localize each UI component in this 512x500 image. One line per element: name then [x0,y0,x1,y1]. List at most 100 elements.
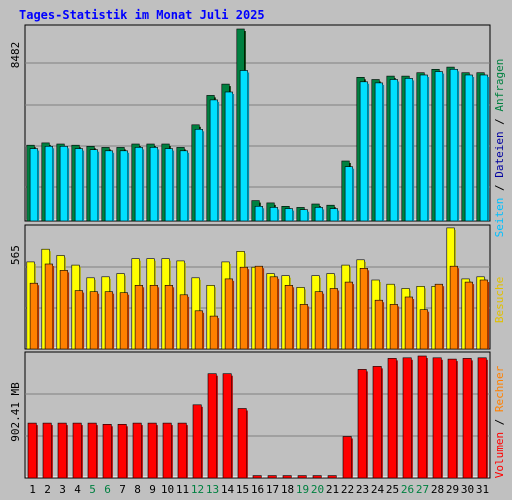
bar-shadow-rechner-day-1 [37,285,40,349]
bar-shadow-rechner-day-27 [427,311,430,349]
bar-shadow-dateien-day-24 [382,84,385,222]
x-tick-label: 6 [104,483,111,496]
bar-dateien-day-30 [464,74,473,222]
bar-shadow-rechner-day-9 [157,287,160,349]
legend-item-dateien: Dateien [493,131,506,177]
bar-shadow-dateien-day-16 [262,208,265,221]
bar-shadow-dateien-day-28 [442,73,445,221]
bar-shadow-volumen-day-3 [66,425,68,478]
bar-volumen-day-23 [357,369,367,479]
bar-shadow-dateien-day-8 [142,149,145,221]
bar-shadow-volumen-day-27 [426,358,428,478]
bar-shadow-rechner-day-14 [232,280,235,349]
bar-rechner-day-9 [149,284,158,350]
x-tick-label: 18 [281,483,294,496]
bar-shadow-volumen-day-8 [141,425,143,478]
x-tick-label: 16 [251,483,264,496]
bar-dateien-day-4 [74,148,83,222]
side-legends: Seiten / Dateien / Anfragen Besuche Volume… [493,59,506,479]
bar-dateien-day-20 [314,207,323,222]
bar-volumen-day-18 [282,475,292,479]
bar-dateien-day-31 [479,74,488,222]
bar-dateien-day-17 [269,207,278,222]
bar-shadow-volumen-day-2 [51,425,53,478]
bar-shadow-volumen-day-12 [201,406,203,478]
bar-shadow-volumen-day-30 [471,360,473,478]
bar-shadow-dateien-day-23 [367,83,370,221]
bar-dateien-day-10 [164,148,173,222]
bar-shadow-volumen-day-31 [486,359,488,478]
bar-volumen-day-4 [72,422,82,479]
bar-volumen-day-11 [177,422,187,479]
bar-rechner-day-19 [299,304,308,350]
x-tick-label: 24 [371,483,385,496]
bar-shadow-dateien-day-1 [37,150,40,221]
bar-dateien-day-11 [179,150,188,222]
bar-volumen-day-24 [372,366,382,479]
bar-shadow-rechner-day-18 [292,287,295,349]
x-tick-label: 29 [446,483,459,496]
bar-volumen-day-26 [402,357,412,479]
bar-rechner-day-31 [479,279,488,350]
bar-shadow-volumen-day-4 [81,425,83,478]
bar-rechner-day-20 [314,291,323,350]
bar-dateien-day-26 [404,78,413,222]
bar-shadow-rechner-day-29 [457,268,460,349]
x-tick-label: 23 [356,483,369,496]
bar-volumen-day-2 [42,422,52,479]
bar-shadow-dateien-day-27 [427,77,430,221]
bar-rechner-day-13 [209,315,218,350]
bar-dateien-day-22 [344,166,353,222]
bar-rechner-day-1 [29,282,38,350]
bar-dateien-day-24 [374,82,383,222]
bar-rechner-day-26 [404,296,413,350]
bar-volumen-day-21 [327,475,337,479]
bar-dateien-day-7 [119,150,128,222]
bar-shadow-rechner-day-19 [307,306,310,349]
x-tick-label: 1 [29,483,36,496]
y-max-label-0: 8482 [9,42,22,69]
x-tick-label: 9 [149,483,156,496]
bar-shadow-dateien-day-17 [277,209,280,221]
bar-volumen-day-27 [417,355,427,479]
bar-shadow-dateien-day-14 [232,94,235,221]
bar-volumen-day-14 [222,373,232,479]
bar-shadow-rechner-day-3 [67,272,70,349]
bar-rechner-day-22 [344,281,353,350]
bar-volumen-day-3 [57,422,67,479]
bar-rechner-day-5 [89,291,98,350]
bar-shadow-dateien-day-10 [172,150,175,221]
bar-dateien-day-8 [134,147,143,222]
bar-rechner-day-4 [74,290,83,350]
bar-shadow-dateien-day-21 [337,210,340,221]
legend-separator: / [493,112,506,132]
bar-volumen-day-31 [477,357,487,479]
bar-dateien-day-25 [389,79,398,222]
bar-shadow-dateien-day-11 [187,152,190,221]
bar-dateien-day-3 [59,146,68,222]
bar-shadow-dateien-day-3 [67,148,70,221]
bar-shadow-dateien-day-30 [472,77,475,221]
bar-rechner-day-12 [194,310,203,350]
x-tick-label: 28 [431,483,444,496]
bar-dateien-day-29 [449,69,458,222]
bar-shadow-rechner-day-30 [472,284,475,349]
x-tick-label: 17 [266,483,279,496]
bar-rechner-day-29 [449,265,458,350]
bar-shadow-rechner-day-7 [127,294,130,349]
bar-dateien-day-15 [239,70,248,222]
legend-volume: Volumen / Rechner [493,365,506,478]
bar-shadow-rechner-day-22 [352,284,355,349]
bar-rechner-day-18 [284,284,293,350]
bar-volumen-day-8 [132,422,142,479]
x-tick-label: 4 [74,483,81,496]
legend-volume-text: Volumen / Rechner [493,365,506,478]
bar-rechner-day-16 [254,265,263,350]
bar-shadow-dateien-day-29 [457,71,460,221]
bar-dateien-day-19 [299,209,308,222]
bar-shadow-volumen-day-14 [231,375,233,478]
x-tick-label: 26 [401,483,414,496]
x-tick-label: 14 [221,483,235,496]
x-tick-label: 25 [386,483,399,496]
bar-shadow-rechner-day-12 [202,312,205,349]
